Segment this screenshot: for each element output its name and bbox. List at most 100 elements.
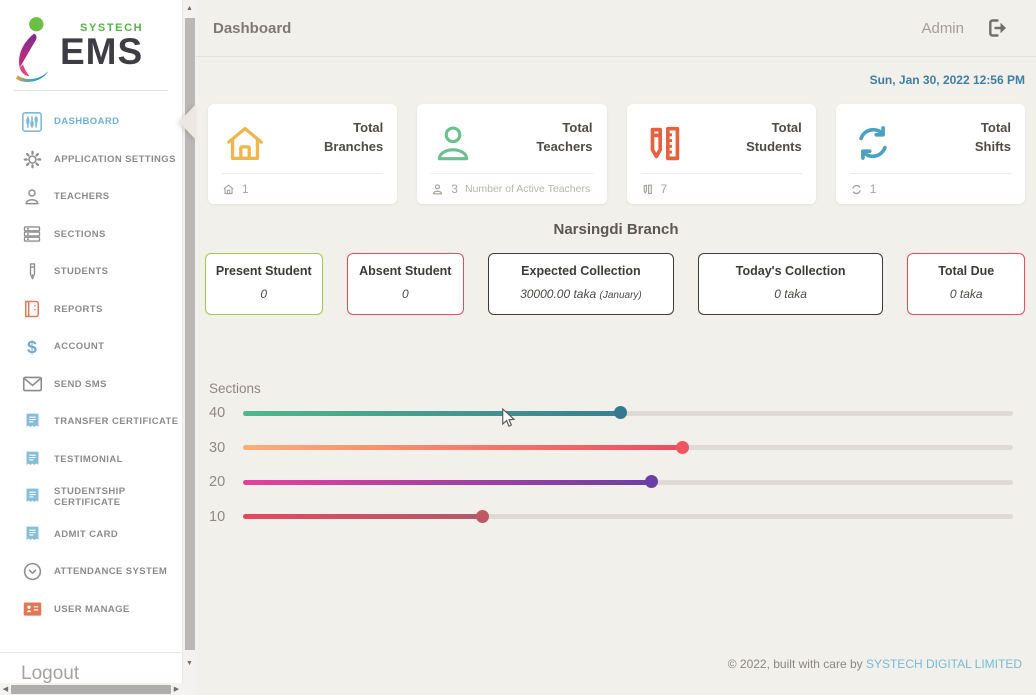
- sidebar-item-reports[interactable]: REPORTS: [0, 291, 182, 329]
- stat-card-title: Total Branches: [324, 120, 384, 154]
- topbar-right: Admin: [921, 16, 1010, 40]
- section-slider-row: 20: [209, 465, 1036, 500]
- sidebar-item-label: SEND SMS: [54, 378, 107, 390]
- slider-fill: [243, 514, 482, 520]
- rows-icon: [21, 223, 43, 245]
- sidebar-horizontal-scrollbar[interactable]: ◀ ▶: [0, 683, 196, 695]
- sidebar-item-attendance-system[interactable]: ATTENDANCE SYSTEM: [0, 553, 182, 591]
- section-slider-row: 30: [209, 431, 1036, 466]
- info-card-present-student: Present Student 0: [205, 253, 323, 315]
- stat-card-title: Total Shifts: [974, 120, 1011, 154]
- sidebar-item-sections[interactable]: SECTIONS: [0, 216, 182, 254]
- info-card-expected-collection: Expected Collection 30000.00 taka (Janua…: [488, 253, 674, 315]
- slider-handle[interactable]: [614, 406, 628, 420]
- gear-icon: [21, 148, 43, 170]
- stat-card-title: Total Students: [746, 120, 802, 154]
- slider-track[interactable]: [243, 440, 1013, 454]
- sidebar-item-teachers[interactable]: TEACHERS: [0, 178, 182, 216]
- slider-track[interactable]: [243, 475, 1013, 489]
- page-title: Dashboard: [213, 19, 292, 37]
- slider-handle[interactable]: [475, 509, 489, 523]
- stat-card-branches: Total Branches 1: [208, 104, 398, 204]
- sections-chart: Sections 40 30 20: [196, 381, 1036, 534]
- sidebar-item-students[interactable]: STUDENTS: [0, 253, 182, 291]
- stat-card-value: 3: [451, 182, 458, 196]
- slider-label: 30: [209, 439, 226, 456]
- sidebar-item-admit-card[interactable]: ADMIT CARD: [0, 516, 182, 554]
- slider-handle[interactable]: [645, 475, 659, 489]
- person-mini-icon: [431, 183, 444, 196]
- stat-card-footer: 1: [222, 173, 384, 204]
- footer-company-link[interactable]: SYSTECH DIGITAL LIMITED: [865, 657, 1022, 671]
- stat-card-title: Total Teachers: [536, 120, 593, 154]
- sidebar-item-studentship-certificate[interactable]: STUDENTSHIP CERTIFICATE: [0, 478, 182, 516]
- main-content: Dashboard Admin Sun, Jan 30, 2022 12:56 …: [196, 0, 1036, 695]
- brand-logo[interactable]: SYSTECH EMS: [0, 0, 182, 90]
- scroll-left-button[interactable]: ◀: [2, 686, 9, 693]
- logout-link[interactable]: Logout: [21, 663, 80, 684]
- sidebar-item-label: DASHBOARD: [54, 116, 120, 128]
- sections-chart-title: Sections: [209, 381, 261, 396]
- sidebar-item-transfer-certificate[interactable]: TRANSFER CERTIFICATE: [0, 403, 182, 441]
- stat-card-footer: 7: [640, 173, 802, 204]
- scroll-down-button[interactable]: ▼: [186, 659, 193, 667]
- stat-card-shifts: Total Shifts 1: [835, 104, 1025, 204]
- certificate-icon: [21, 523, 43, 545]
- svg-text:$: $: [27, 337, 37, 357]
- sidebar-item-label: REPORTS: [54, 303, 103, 315]
- datetime-label: Sun, Jan 30, 2022 12:56 PM: [869, 73, 1025, 87]
- circle-chevron-icon: [21, 561, 43, 583]
- logout-zone: Logout: [0, 652, 182, 684]
- stat-card-students: Total Students 7: [626, 104, 816, 204]
- slider-label: 10: [209, 508, 226, 525]
- admin-user-label[interactable]: Admin: [921, 19, 964, 37]
- stat-card-footer: 3 Number of Active Teachers: [431, 173, 593, 204]
- stat-card-value: 1: [242, 182, 249, 196]
- home-mini-icon: [222, 183, 235, 196]
- info-cards-row: Present Student 0 Absent Student 0 Expec…: [205, 253, 1025, 315]
- scroll-up-button[interactable]: ▲: [186, 4, 193, 12]
- stat-card-footer: 1: [849, 173, 1011, 204]
- sidebar-item-dashboard[interactable]: DASHBOARD: [0, 103, 196, 141]
- logout-icon[interactable]: [984, 16, 1010, 40]
- sidebar-item-user-manage[interactable]: USER MANAGE: [0, 591, 182, 629]
- sync-icon: [850, 121, 896, 173]
- brand-systech-label: SYSTECH: [80, 22, 144, 34]
- slider-fill: [243, 410, 621, 416]
- horizontal-scroll-thumb[interactable]: [11, 684, 171, 694]
- brand-ems-label: EMS: [60, 31, 144, 72]
- sidebar-item-label: ATTENDANCE SYSTEM: [54, 566, 168, 578]
- envelope-icon: [21, 373, 43, 395]
- sync-mini-icon: [850, 183, 863, 196]
- sidebar-item-testimonial[interactable]: TESTIMONIAL: [0, 441, 182, 479]
- sidebar-item-application-settings[interactable]: APPLICATION SETTINGS: [0, 141, 182, 179]
- info-card-todays-collection: Today's Collection 0 taka: [697, 253, 884, 315]
- logo-divider: [14, 90, 168, 91]
- stat-card-value: 1: [869, 182, 877, 196]
- id-card-icon: [21, 598, 43, 620]
- sidebar-item-label: ACCOUNT: [54, 341, 105, 353]
- section-slider-row: 10: [209, 500, 1036, 535]
- slider-track[interactable]: [243, 406, 1013, 420]
- sidebar-item-label: USER MANAGE: [54, 603, 130, 615]
- brand-text: SYSTECH EMS: [60, 22, 143, 90]
- brand-swoosh-icon: [10, 16, 56, 90]
- sidebar-item-label: STUDENTSHIP CERTIFICATE: [54, 485, 126, 508]
- vertical-scroll-thumb[interactable]: [185, 18, 195, 650]
- pen-icon: [21, 261, 43, 283]
- slider-handle[interactable]: [675, 440, 689, 454]
- certificate-icon: [21, 411, 43, 433]
- logout-divider: [0, 652, 182, 653]
- scroll-right-button[interactable]: ▶: [173, 686, 180, 693]
- topbar: Dashboard Admin: [196, 0, 1036, 57]
- sidebar-item-send-sms[interactable]: SEND SMS: [0, 366, 182, 404]
- book-icon: [21, 298, 43, 320]
- sidebar-item-account[interactable]: $ ACCOUNT: [0, 328, 182, 366]
- dashboard-icon: [21, 111, 43, 133]
- info-card-absent-student: Absent Student 0: [346, 253, 465, 315]
- sidebar-menu: DASHBOARD APPLICATION SETTINGS: [0, 91, 196, 629]
- sidebar-vertical-scrollbar[interactable]: ▲ ▼: [182, 0, 196, 683]
- slider-track[interactable]: [243, 509, 1013, 523]
- sidebar-item-label: TRANSFER CERTIFICATE: [54, 416, 179, 428]
